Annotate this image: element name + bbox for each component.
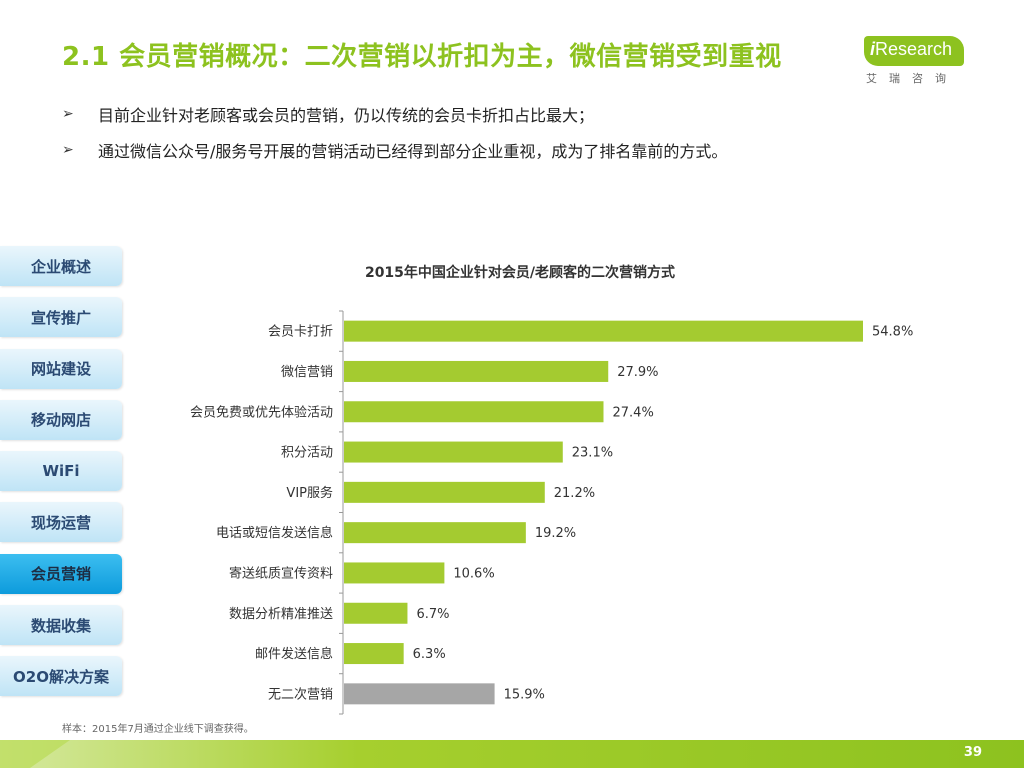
- category-label: 会员免费或优先体验活动: [190, 404, 333, 420]
- bar: [344, 401, 604, 423]
- value-label: 19.2%: [535, 526, 576, 541]
- value-label: 21.2%: [554, 486, 595, 501]
- section-nav: 企业概述 宣传推广 网站建设 移动网店 WiFi 现场运营 会员营销 数据收集 …: [0, 246, 124, 708]
- bullet-text: 目前企业针对老顾客或会员的营销，仍以传统的会员卡折扣占比最大；: [98, 106, 595, 125]
- nav-item-onsite-operation[interactable]: 现场运营: [0, 502, 122, 543]
- logo-badge: [864, 36, 964, 66]
- value-label: 27.9%: [617, 365, 658, 380]
- category-label: 邮件发送信息: [255, 646, 333, 662]
- category-label: VIP服务: [286, 485, 333, 501]
- bullet-text: 通过微信公众号/服务号开展的营销活动已经得到部分企业重视，成为了排名靠前的方式。: [98, 142, 728, 161]
- bar: [344, 562, 445, 584]
- category-label: 会员卡打折: [268, 325, 333, 340]
- category-label: 无二次营销: [268, 686, 333, 702]
- logo-wordmark: iResearch: [870, 39, 953, 59]
- iresearch-logo: iResearch 艾瑞咨询: [858, 36, 970, 92]
- nav-item-mobile-shop[interactable]: 移动网店: [0, 399, 122, 440]
- logo-subtitle: 艾瑞咨询: [866, 72, 958, 85]
- page-title: 2.1 会员营销概况：二次营销以折扣为主，微信营销受到重视: [62, 42, 782, 72]
- bullet-item: ➢ 目前企业针对老顾客或会员的营销，仍以传统的会员卡折扣占比最大；: [62, 96, 727, 132]
- value-label: 10.6%: [453, 566, 494, 581]
- value-label: 6.7%: [416, 607, 449, 622]
- bar: [344, 643, 404, 665]
- category-label: 寄送纸质宣传资料: [229, 565, 333, 581]
- nav-item-member-marketing[interactable]: 会员营销: [0, 553, 122, 594]
- nav-item-promotion[interactable]: 宣传推广: [0, 297, 122, 338]
- value-label: 27.4%: [613, 405, 654, 420]
- value-label: 6.3%: [413, 647, 446, 662]
- bar: [344, 320, 863, 342]
- value-label: 23.1%: [572, 446, 613, 461]
- bullet-list: ➢ 目前企业针对老顾客或会员的营销，仍以传统的会员卡折扣占比最大； ➢ 通过微信…: [62, 96, 727, 168]
- bar: [344, 683, 495, 705]
- page-number: 39: [963, 745, 982, 760]
- nav-item-o2o-solution[interactable]: O2O解决方案: [0, 656, 122, 697]
- category-label: 积分活动: [281, 446, 333, 461]
- nav-item-company-overview[interactable]: 企业概述: [0, 246, 122, 286]
- arrow-bullet-icon: ➢: [62, 106, 74, 122]
- source-note: 样本：2015年7月通过企业线下调查获得。: [62, 724, 254, 735]
- bar: [344, 441, 563, 463]
- value-label: 15.9%: [504, 687, 545, 702]
- bar: [344, 360, 609, 382]
- bar: [344, 481, 545, 503]
- footer-bar: [0, 740, 1024, 768]
- bar: [344, 522, 526, 544]
- bullet-item: ➢ 通过微信公众号/服务号开展的营销活动已经得到部分企业重视，成为了排名靠前的方…: [62, 132, 727, 168]
- bar: [344, 602, 408, 624]
- nav-item-wifi[interactable]: WiFi: [0, 451, 122, 492]
- category-label: 数据分析精准推送: [229, 607, 333, 622]
- arrow-bullet-icon: ➢: [62, 142, 74, 158]
- nav-item-data-collection[interactable]: 数据收集: [0, 605, 122, 646]
- nav-item-website[interactable]: 网站建设: [0, 348, 122, 389]
- chart-title: 2015年中国企业针对会员/老顾客的二次营销方式: [364, 265, 676, 281]
- bar-chart: 会员卡打折 54.8% 微信营销 27.9% 会员免费或优先体验活动 27.4% 积分活动 2…: [190, 310, 913, 715]
- value-label: 54.8%: [872, 325, 913, 340]
- category-label: 微信营销: [281, 365, 333, 380]
- category-label: 电话或短信发送信息: [216, 525, 333, 541]
